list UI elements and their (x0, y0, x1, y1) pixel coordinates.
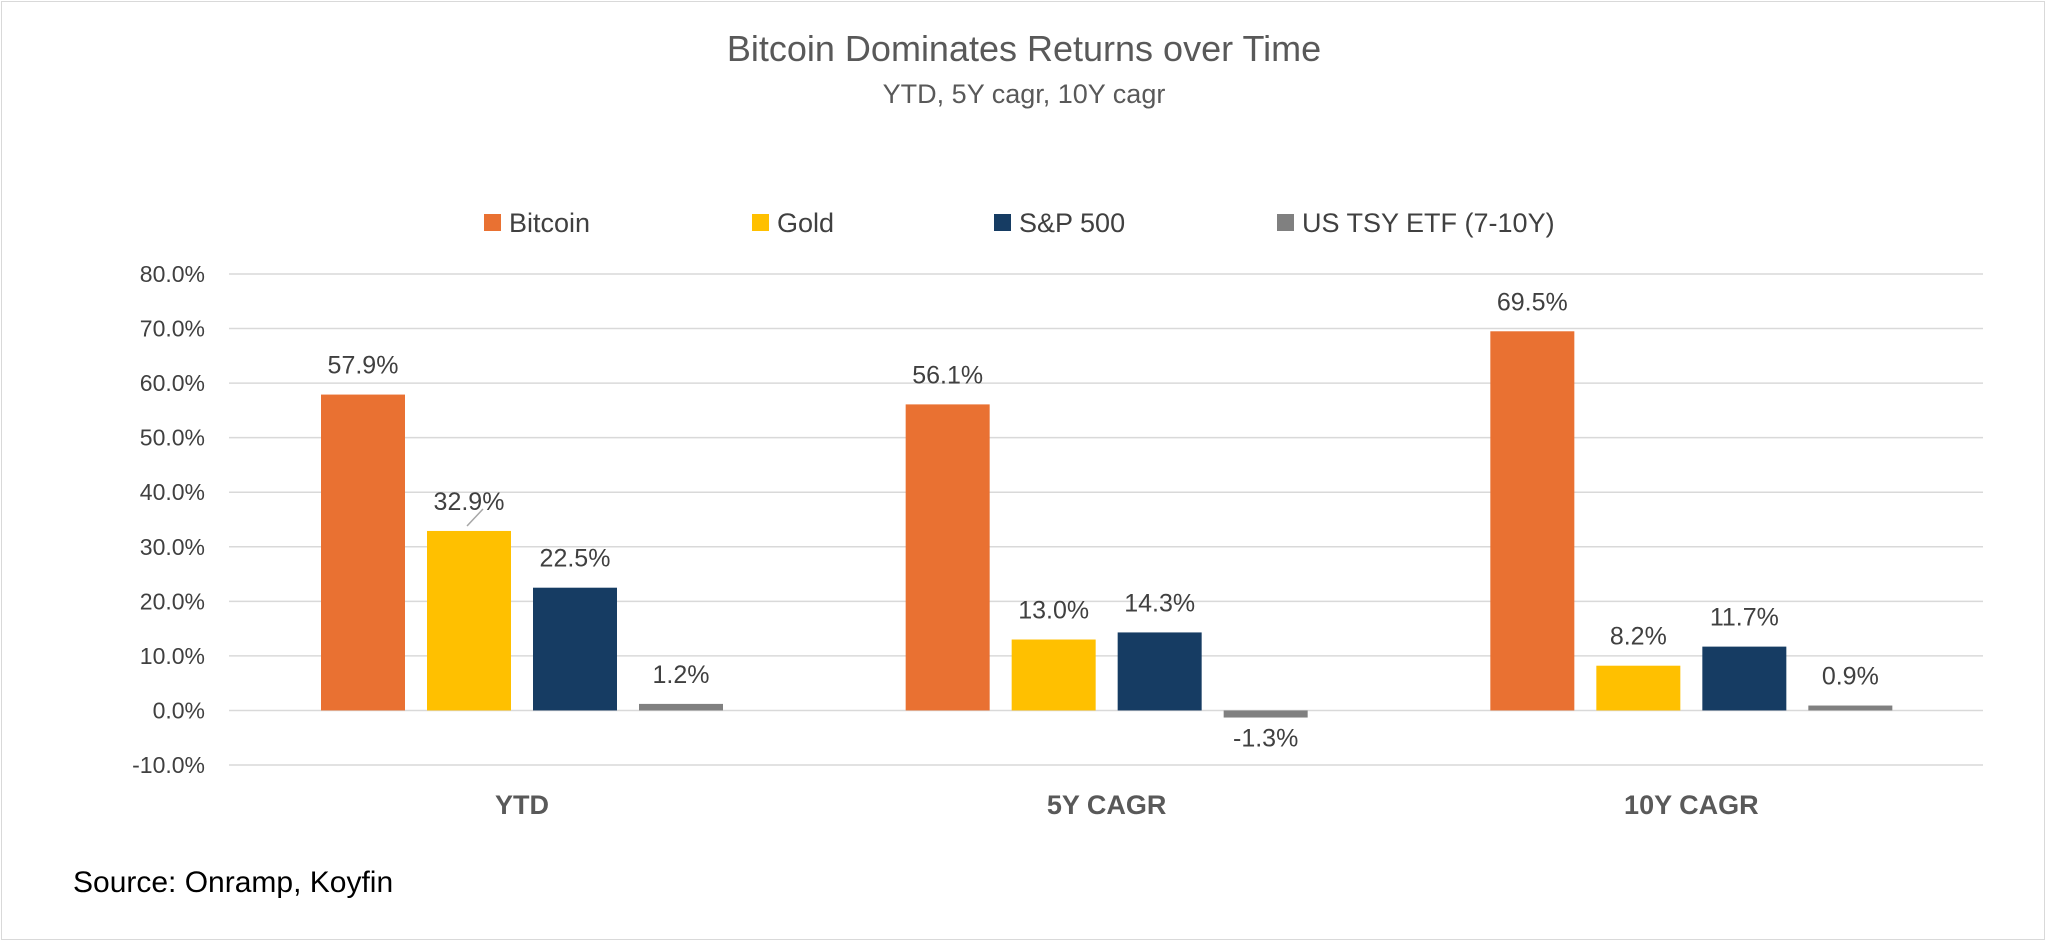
y-tick-label: -10.0% (132, 752, 205, 778)
category-label-ytd: YTD (495, 790, 549, 820)
bar-sandp-500-10y-cagr (1702, 646, 1787, 711)
legend-swatch-gold (752, 214, 769, 231)
data-label-gold-10y-cagr: 8.2% (1610, 623, 1667, 651)
bar-gold-10y-cagr (1596, 665, 1681, 711)
data-label-us-tsy-etf-7-10y-ytd: 1.2% (653, 661, 710, 689)
category-label-10y-cagr: 10Y CAGR (1624, 790, 1759, 820)
legend-label-sandp-500: S&P 500 (1019, 208, 1125, 238)
y-tick-label: 50.0% (140, 425, 205, 451)
legend: Bitcoin Gold S&P 500 US TSY ETF (7-10Y) (484, 208, 1555, 238)
y-axis-ticks: 80.0% 70.0% 60.0% 50.0% 40.0% 30.0% 20.0% 10.0%… (132, 261, 205, 778)
bar-sandp-500-5y-cagr (1117, 632, 1202, 711)
y-tick-label: 30.0% (140, 534, 205, 560)
y-tick-label: 0.0% (153, 697, 205, 723)
y-tick-label: 80.0% (140, 261, 205, 287)
bars (321, 331, 1893, 718)
chart-subtitle: YTD, 5Y cagr, 10Y cagr (883, 79, 1166, 109)
legend-label-bitcoin: Bitcoin (509, 208, 590, 238)
legend-swatch-us-tsy-etf-7-10y (1277, 214, 1294, 231)
chart-title: Bitcoin Dominates Returns over Time (727, 28, 1321, 69)
source-note: Source: Onramp, Koyfin (73, 866, 394, 899)
bar-gold-ytd (427, 530, 511, 711)
bar-us-tsy-etf-7-10y-10y-cagr (1808, 705, 1893, 711)
bar-us-tsy-etf-7-10y-ytd (639, 703, 723, 711)
data-label-us-tsy-etf-7-10y-10y-cagr: 0.9% (1822, 663, 1879, 691)
y-tick-label: 40.0% (140, 479, 205, 505)
data-label-sandp-500-ytd: 22.5% (540, 545, 611, 573)
bar-bitcoin-5y-cagr (905, 404, 990, 711)
legend-swatch-sandp-500 (994, 214, 1011, 231)
y-tick-label: 10.0% (140, 643, 205, 669)
bar-us-tsy-etf-7-10y-5y-cagr (1223, 710, 1308, 718)
gridlines (229, 273, 1983, 766)
legend-label-us-tsy-etf-7-10y: US TSY ETF (7-10Y) (1302, 208, 1555, 238)
data-label-sandp-500-5y-cagr: 14.3% (1124, 589, 1195, 617)
data-label-gold-5y-cagr: 13.0% (1018, 597, 1089, 625)
y-tick-label: 20.0% (140, 588, 205, 614)
data-label-bitcoin-5y-cagr: 56.1% (912, 361, 983, 389)
bar-bitcoin-10y-cagr (1490, 331, 1575, 711)
data-labels: 57.9% 32.9% 22.5% 1.2% 56.1% 13.0% 14.3% -1.3% 6… (328, 288, 1879, 752)
bar-sandp-500-ytd (533, 587, 617, 711)
bar-bitcoin-ytd (321, 394, 405, 711)
y-tick-label: 70.0% (140, 316, 205, 342)
data-label-bitcoin-10y-cagr: 69.5% (1497, 288, 1568, 316)
category-labels: YTD 5Y CAGR 10Y CAGR (495, 790, 1759, 820)
data-label-us-tsy-etf-7-10y-5y-cagr: -1.3% (1233, 725, 1298, 753)
y-tick-label: 60.0% (140, 370, 205, 396)
data-label-leader-line (466, 508, 484, 527)
category-label-5y-cagr: 5Y CAGR (1047, 790, 1167, 820)
legend-label-gold: Gold (777, 208, 834, 238)
data-label-gold-ytd: 32.9% (434, 488, 505, 516)
data-label-sandp-500-10y-cagr: 11.7% (1710, 604, 1779, 632)
data-label-bitcoin-ytd: 57.9% (328, 352, 399, 380)
bar-gold-5y-cagr (1011, 639, 1096, 711)
legend-swatch-bitcoin (484, 214, 501, 231)
